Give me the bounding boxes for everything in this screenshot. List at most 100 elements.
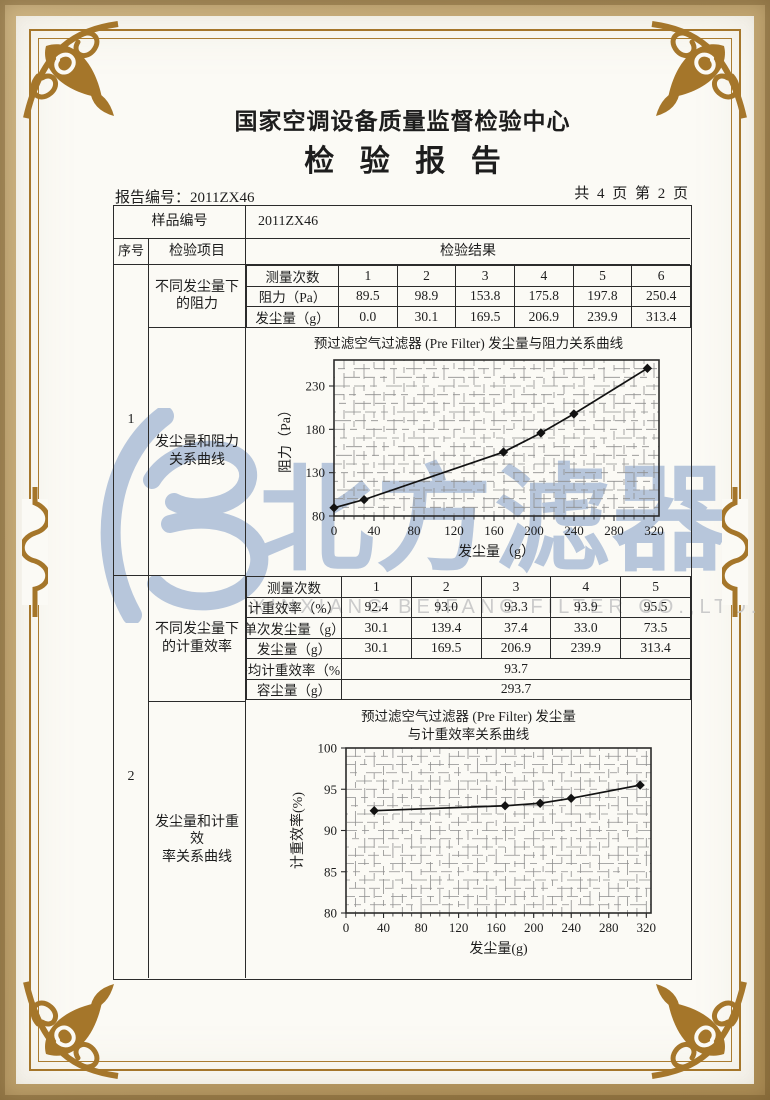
- table-cell: 4: [551, 577, 622, 598]
- table-cell: 计重效率（%）: [247, 597, 342, 618]
- table-cell: 169.5: [411, 638, 482, 659]
- svg-text:120: 120: [449, 920, 469, 935]
- table-cell: 239.9: [551, 638, 622, 659]
- report-title: 检验报告: [304, 145, 527, 178]
- table-cell: 313.4: [632, 307, 691, 328]
- resistance-vs-dust-chart: 0 40 80 120 160 200 240 280 320 80 130 180 230 发尘量（g）…: [278, 359, 664, 560]
- table-cell: 测量次数: [247, 577, 342, 598]
- table-cell: 153.8: [456, 286, 515, 307]
- table-cell: 93.7: [342, 659, 691, 680]
- corner-ornament-icon: [651, 981, 747, 1079]
- svg-text:320: 320: [637, 920, 657, 935]
- svg-text:计重效率(%): 计重效率(%): [289, 792, 306, 869]
- table-cell: 2: [397, 266, 457, 287]
- page-count: 共 4 页 第 2 页: [574, 186, 690, 202]
- table-cell: 33.0: [551, 618, 622, 639]
- sample-no-label: 样品编号: [114, 206, 246, 239]
- table-cell: 30.1: [342, 618, 412, 639]
- svg-text:160: 160: [484, 523, 504, 538]
- table-cell: 175.8: [515, 286, 574, 307]
- table-cell: 阻力（Pa）: [247, 286, 339, 307]
- chart2-title: 预过滤空气过滤器 (Pre Filter) 发尘量 与计重效率关系曲线: [361, 709, 576, 743]
- report-number: 报告编号：2011ZX46: [115, 190, 255, 206]
- svg-text:发尘量(g): 发尘量(g): [469, 941, 528, 957]
- table-cell: 平均计重效率（%）: [247, 659, 342, 680]
- section2-item-table-label: 不同发尘量下 的计重效率: [149, 576, 246, 702]
- col-header-result: 检验结果: [246, 239, 690, 265]
- sample-no-value: 2011ZX46: [246, 206, 690, 239]
- table-cell: 206.9: [515, 307, 574, 328]
- svg-text:0: 0: [343, 920, 350, 935]
- svg-text:100: 100: [318, 741, 338, 756]
- table-cell: 3: [456, 266, 515, 287]
- table-cell: 73.5: [621, 618, 691, 639]
- table-cell: 139.4: [411, 618, 482, 639]
- table-cell: 单次发尘量（g）: [247, 618, 342, 639]
- table-cell: 容尘量（g）: [247, 679, 342, 700]
- svg-text:200: 200: [524, 920, 544, 935]
- corner-ornament-icon: [23, 981, 119, 1079]
- table-cell: 5: [621, 577, 691, 598]
- table-cell: 95.5: [621, 597, 691, 618]
- table-cell: 2: [411, 577, 482, 598]
- table-cell: 98.9: [397, 286, 457, 307]
- table-cell: 测量次数: [247, 266, 339, 287]
- svg-text:0: 0: [331, 523, 338, 538]
- table-cell: 0.0: [339, 307, 398, 328]
- svg-text:280: 280: [599, 920, 619, 935]
- table-cell: 3: [481, 577, 552, 598]
- chart1-title: 预过滤空气过滤器 (Pre Filter) 发尘量与阻力关系曲线: [313, 336, 624, 351]
- table-cell: 6: [632, 266, 691, 287]
- svg-text:40: 40: [377, 920, 390, 935]
- svg-text:80: 80: [408, 523, 421, 538]
- side-scroll-ornament-icon: [722, 487, 748, 617]
- section2-seq: 2: [114, 576, 149, 978]
- svg-text:90: 90: [324, 823, 337, 838]
- svg-text:280: 280: [604, 523, 624, 538]
- table-cell: 1: [339, 266, 398, 287]
- svg-text:240: 240: [564, 523, 584, 538]
- svg-text:320: 320: [644, 523, 664, 538]
- table-cell: 206.9: [481, 638, 552, 659]
- table-cell: 293.7: [342, 679, 691, 700]
- table-cell: 30.1: [342, 638, 412, 659]
- section1-seq: 1: [114, 265, 149, 576]
- results-table: 样品编号 2011ZX46 序号 检验项目 检验结果 1 不同发尘量下 的阻力 …: [113, 205, 692, 980]
- table-cell: 239.9: [573, 307, 633, 328]
- svg-text:130: 130: [306, 465, 326, 480]
- svg-text:85: 85: [324, 864, 337, 879]
- svg-text:120: 120: [444, 523, 464, 538]
- efficiency-vs-dust-chart: 0 40 80 120 160 200 240 280 320 80 85 90 95 100 发尘量(g)…: [289, 741, 657, 958]
- table-cell: 313.4: [621, 638, 691, 659]
- table-cell: 92.4: [342, 597, 412, 618]
- svg-text:80: 80: [415, 920, 428, 935]
- table-cell: 169.5: [456, 307, 515, 328]
- table-cell: 5: [573, 266, 633, 287]
- svg-text:95: 95: [324, 782, 337, 797]
- table-cell: 1: [342, 577, 412, 598]
- svg-text:230: 230: [306, 379, 326, 394]
- corner-ornament-icon: [23, 21, 119, 119]
- svg-text:240: 240: [561, 920, 581, 935]
- svg-text:160: 160: [486, 920, 506, 935]
- section2-item-chart-label: 发尘量和计重效 率关系曲线: [149, 702, 246, 978]
- svg-text:80: 80: [324, 906, 337, 921]
- table-cell: 93.3: [481, 597, 552, 618]
- table-cell: 发尘量（g）: [247, 638, 342, 659]
- table-cell: 93.0: [411, 597, 482, 618]
- col-header-item: 检验项目: [149, 239, 246, 265]
- resistance-data-table: 测量次数 1 2 3 4 5 6 阻力（Pa） 89.5 98.9 153.8 175.8 197.8 2…: [246, 265, 691, 328]
- section1-item-chart-label: 发尘量和阻力 关系曲线: [149, 328, 246, 576]
- section1-item-table-label: 不同发尘量下 的阻力: [149, 265, 246, 328]
- table-cell: 37.4: [481, 618, 552, 639]
- table-cell: 93.9: [551, 597, 622, 618]
- table-cell: 发尘量（g）: [247, 307, 339, 328]
- svg-text:200: 200: [524, 523, 544, 538]
- svg-text:40: 40: [368, 523, 381, 538]
- col-header-seq: 序号: [114, 239, 149, 265]
- corner-ornament-icon: [651, 21, 747, 119]
- table-cell: 197.8: [573, 286, 633, 307]
- table-cell: 4: [515, 266, 574, 287]
